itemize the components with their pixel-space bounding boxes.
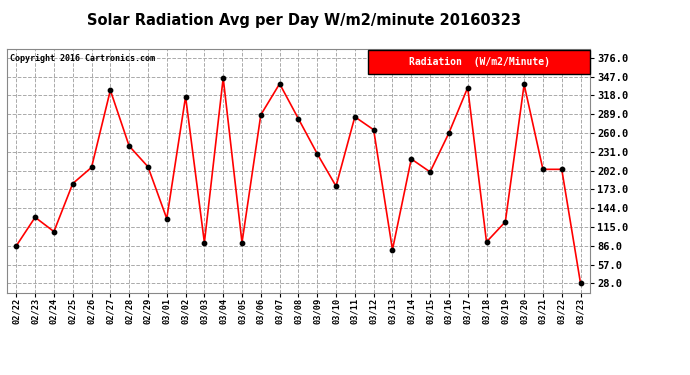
FancyBboxPatch shape <box>368 50 590 74</box>
Point <box>142 164 153 170</box>
Point <box>217 75 228 81</box>
Point <box>30 214 41 220</box>
Point <box>368 127 380 133</box>
Point <box>11 243 22 249</box>
Point <box>48 228 59 235</box>
Point <box>105 87 116 93</box>
Point <box>556 166 567 172</box>
Point <box>274 81 285 87</box>
Point <box>255 112 266 118</box>
Point <box>86 164 97 170</box>
Point <box>575 280 586 286</box>
Point <box>237 240 248 246</box>
Point <box>519 81 530 87</box>
Point <box>199 240 210 246</box>
Text: Copyright 2016 Cartronics.com: Copyright 2016 Cartronics.com <box>10 54 155 63</box>
Point <box>424 169 435 175</box>
Text: Solar Radiation Avg per Day W/m2/minute 20160323: Solar Radiation Avg per Day W/m2/minute … <box>87 13 520 28</box>
Point <box>180 94 191 100</box>
Point <box>124 143 135 149</box>
Point <box>331 183 342 189</box>
Point <box>538 166 549 172</box>
Point <box>406 156 417 162</box>
Point <box>161 216 172 222</box>
Point <box>67 181 78 187</box>
Text: Radiation  (W/m2/Minute): Radiation (W/m2/Minute) <box>408 57 550 67</box>
Point <box>481 239 492 245</box>
Point <box>444 130 455 136</box>
Point <box>349 114 360 120</box>
Point <box>500 219 511 225</box>
Point <box>312 151 323 157</box>
Point <box>462 85 473 91</box>
Point <box>387 247 398 253</box>
Point <box>293 116 304 122</box>
